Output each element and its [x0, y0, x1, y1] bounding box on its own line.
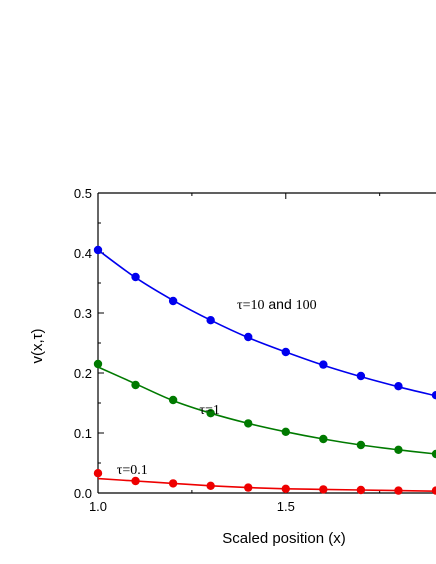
- data-point: [319, 434, 328, 444]
- data-point: [431, 486, 436, 495]
- data-point: [431, 391, 436, 400]
- series-0: [93, 245, 436, 400]
- data-point: [281, 427, 290, 436]
- series-annotation: τ=1: [199, 403, 220, 418]
- data-point: [244, 332, 253, 342]
- series-2: [93, 469, 436, 495]
- data-point: [206, 409, 215, 418]
- y-tick-label: 0.0: [74, 486, 92, 501]
- annotation-part: and: [264, 296, 295, 312]
- x-axis-title: Scaled position (x): [222, 530, 345, 547]
- data-point: [319, 485, 328, 494]
- data-point: [431, 449, 436, 459]
- data-point: [93, 469, 103, 478]
- y-tick-label: 0.3: [74, 306, 92, 321]
- series-line: [97, 249, 436, 397]
- data-point: [244, 483, 253, 492]
- data-point: [93, 245, 103, 255]
- annotation-part: τ=10: [237, 298, 265, 313]
- data-point: [356, 485, 366, 495]
- data-point: [281, 484, 290, 493]
- data-point: [394, 486, 403, 495]
- data-point: [281, 347, 290, 357]
- annotation-part: 100: [296, 298, 317, 313]
- data-point: [206, 481, 215, 490]
- x-tick-labels: 1.0 1.5: [89, 499, 295, 514]
- series-annotation: τ=10 and 100: [237, 296, 317, 313]
- annotation-part: τ=1: [199, 403, 220, 418]
- series-1: [93, 359, 436, 459]
- data-point: [131, 380, 140, 390]
- data-point: [394, 445, 403, 454]
- series-line: [97, 477, 436, 492]
- data-point: [93, 359, 103, 369]
- data-point: [356, 371, 366, 381]
- y-tick-label: 0.2: [74, 366, 92, 381]
- x-tick-label: 1.5: [277, 499, 295, 514]
- data-point: [168, 296, 178, 306]
- y-axis-title: v(x,τ): [29, 328, 46, 363]
- series-line: [97, 366, 436, 455]
- y-tick-label: 0.4: [74, 246, 92, 261]
- data-point: [206, 316, 215, 325]
- data-point: [168, 395, 178, 405]
- data-point: [244, 419, 253, 428]
- y-tick-label: 0.1: [74, 426, 92, 441]
- annotation-part: τ=0.1: [117, 463, 148, 478]
- data-point: [319, 360, 328, 369]
- y-tick-label: 0.5: [74, 186, 92, 201]
- y-tick-labels: 0.0 0.1 0.2 0.3 0.4 0.5: [74, 186, 92, 501]
- series-layer: [93, 245, 436, 495]
- series-annotation: τ=0.1: [117, 463, 148, 478]
- data-point: [131, 272, 140, 282]
- tick-marks: [97, 192, 381, 494]
- data-point: [168, 479, 178, 488]
- x-tick-label: 1.0: [89, 499, 107, 514]
- data-point: [131, 476, 140, 486]
- annotations: τ=10 and 100 τ=1 τ=0.1: [117, 296, 317, 478]
- data-point: [394, 382, 403, 391]
- data-point: [356, 440, 366, 450]
